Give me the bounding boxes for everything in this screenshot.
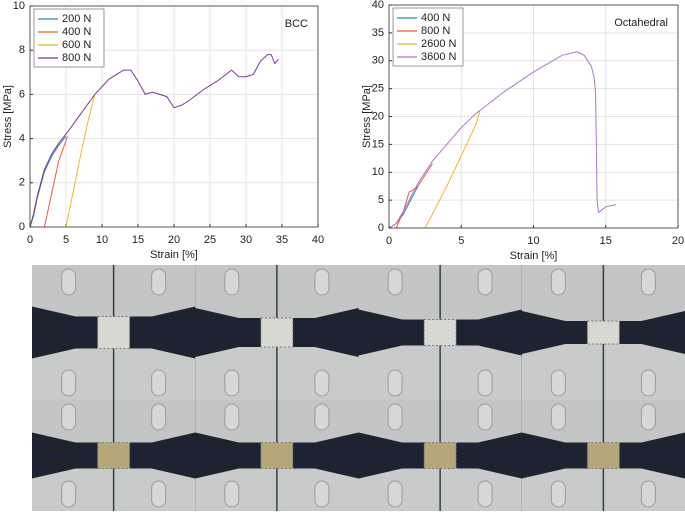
- legend-label: 400 N: [421, 12, 450, 24]
- slot: [314, 403, 330, 431]
- annotation: BCC: [285, 18, 308, 30]
- slot: [314, 369, 330, 397]
- legend-label: 3600 N: [421, 51, 457, 63]
- y-tick-label: 10: [372, 166, 384, 178]
- slot: [224, 369, 240, 397]
- y-tick-label: 5: [378, 194, 384, 206]
- slot: [61, 403, 77, 431]
- x-tick-label: 30: [240, 234, 252, 246]
- slot: [387, 369, 403, 397]
- x-axis-label: Strain [%]: [150, 249, 198, 261]
- series-line: [43, 136, 68, 228]
- series-line: [29, 54, 279, 228]
- slot: [151, 480, 167, 508]
- slot: [477, 480, 493, 508]
- annotation: Octahedral: [614, 17, 668, 29]
- lattice-sample: [586, 442, 620, 469]
- y-tick-label: 0: [378, 222, 384, 234]
- slot: [61, 268, 77, 296]
- series-line: [29, 136, 67, 228]
- slot: [477, 268, 493, 296]
- y-tick-label: 25: [372, 83, 384, 95]
- x-tick-label: 5: [63, 234, 69, 246]
- series-line: [424, 110, 481, 229]
- slot: [314, 268, 330, 296]
- photo-label: BCC: [42, 329, 65, 341]
- x-tick-label: 40: [312, 234, 324, 246]
- lattice-sample: [423, 442, 457, 469]
- x-tick-label: 0: [386, 235, 392, 247]
- x-tick-label: 20: [672, 235, 684, 247]
- slot: [151, 268, 167, 296]
- legend-label: 400 N: [62, 26, 91, 38]
- slot: [550, 268, 566, 296]
- slot: [550, 480, 566, 508]
- series-line: [388, 51, 617, 229]
- y-tick-label: 10: [13, 0, 25, 12]
- slot: [477, 403, 493, 431]
- legend-label: 800 N: [421, 25, 450, 37]
- x-tick-label: 15: [132, 234, 144, 246]
- plot-frame: [388, 4, 679, 229]
- legend-label: 200 N: [62, 13, 91, 25]
- legend-label: 2600 N: [421, 38, 457, 50]
- slot: [61, 480, 77, 508]
- plot-frame: [29, 5, 319, 228]
- y-tick-label: 35: [372, 27, 384, 39]
- y-tick-label: 0: [19, 221, 25, 233]
- slot: [61, 369, 77, 397]
- slot: [224, 268, 240, 296]
- lattice-sample: [586, 320, 620, 345]
- slot: [640, 480, 656, 508]
- x-tick-label: 15: [600, 235, 612, 247]
- lattice-sample: [97, 316, 131, 349]
- y-axis-label: Stress [MPa]: [2, 85, 14, 148]
- x-tick-label: 5: [458, 235, 464, 247]
- y-tick-label: 40: [372, 0, 384, 11]
- x-tick-label: 0: [27, 234, 33, 246]
- slot: [151, 369, 167, 397]
- x-axis-label: Strain [%]: [510, 250, 558, 262]
- photo-label: -hedral: [38, 457, 72, 469]
- y-tick-label: 8: [19, 44, 25, 56]
- slot: [640, 369, 656, 397]
- slot: [387, 403, 403, 431]
- slot: [224, 403, 240, 431]
- y-tick-label: 4: [19, 133, 25, 145]
- y-tick-label: 6: [19, 88, 25, 100]
- lattice-sample: [260, 317, 294, 348]
- slot: [640, 268, 656, 296]
- x-tick-label: 20: [168, 234, 180, 246]
- lattice-sample: [97, 442, 131, 469]
- y-tick-label: 15: [372, 138, 384, 150]
- x-tick-label: 10: [96, 234, 108, 246]
- slot: [550, 369, 566, 397]
- series-line: [65, 94, 96, 228]
- slot: [314, 480, 330, 508]
- lattice-sample: [260, 442, 294, 469]
- x-tick-label: 35: [276, 234, 288, 246]
- photo-label: Octa: [38, 440, 62, 452]
- slot: [640, 403, 656, 431]
- y-axis-label: Stress [MPa]: [361, 85, 373, 148]
- x-tick-label: 25: [204, 234, 216, 246]
- slot: [550, 403, 566, 431]
- y-tick-label: 30: [372, 55, 384, 67]
- y-tick-label: 2: [19, 177, 25, 189]
- slot: [477, 369, 493, 397]
- slot: [387, 268, 403, 296]
- legend-label: 600 N: [62, 39, 91, 51]
- legend-label: 800 N: [62, 52, 91, 64]
- y-tick-label: 20: [372, 110, 384, 122]
- x-tick-label: 10: [527, 235, 539, 247]
- slot: [151, 403, 167, 431]
- lattice-sample: [423, 319, 457, 346]
- slot: [224, 480, 240, 508]
- slot: [387, 480, 403, 508]
